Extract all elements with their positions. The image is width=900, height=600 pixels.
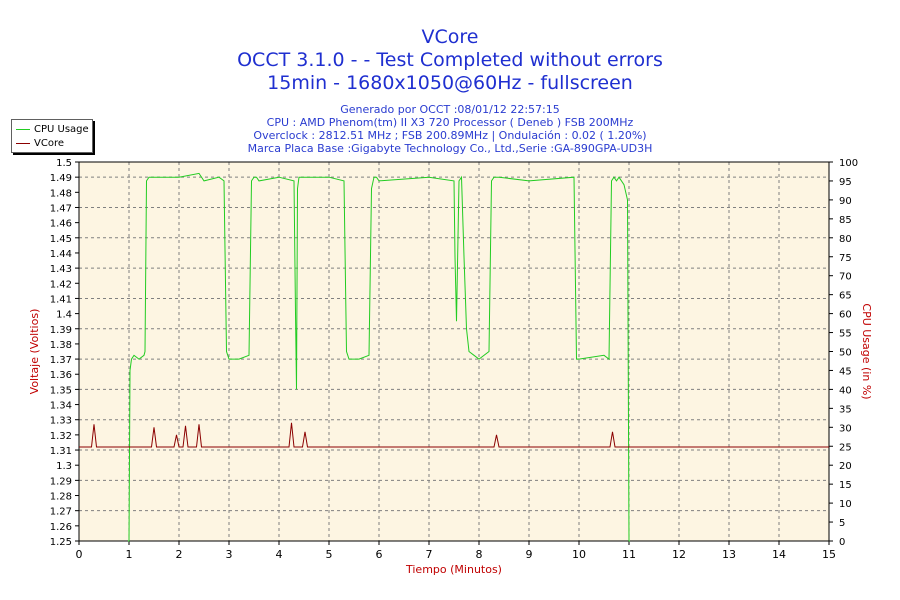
y-tick-label: 1.4 [56,310,72,321]
y-tick-label: 1.41 [50,294,72,305]
y2-tick-label: 70 [839,272,852,283]
y-tick-label: 1.37 [50,355,72,366]
y2-tick-label: 55 [839,329,852,340]
x-tick-label: 13 [722,548,736,561]
y-tick-label: 1.26 [50,522,72,533]
y2-tick-label: 100 [839,158,858,169]
y-tick-label: 1.28 [50,492,72,503]
y2-tick-label: 40 [839,385,852,396]
y2-tick-label: 15 [839,480,852,491]
y-tick-label: 1.33 [50,416,72,427]
y-tick-label: 1.34 [50,401,72,412]
y2-tick-label: 35 [839,404,852,415]
x-tick-label: 15 [822,548,836,561]
y-tick-label: 1.45 [50,234,72,245]
x-tick-label: 0 [76,548,83,561]
y-tick-label: 1.32 [50,431,72,442]
y-tick-label: 1.42 [50,279,72,290]
info-overclock: Overclock : 2812.51 MHz ; FSB 200.89MHz … [253,129,647,142]
y2-tick-label: 30 [839,423,852,434]
y2-tick-label: 10 [839,499,852,510]
y2-tick-label: 75 [839,253,852,264]
info-motherboard: Marca Placa Base :Gigabyte Technology Co… [247,142,653,155]
y-tick-label: 1.35 [50,385,72,396]
y2-tick-label: 65 [839,291,852,302]
y-tick-label: 1.46 [50,219,72,230]
y2-tick-label: 45 [839,366,852,377]
x-tick-label: 5 [326,548,333,561]
y-tick-label: 1.31 [50,446,72,457]
y-tick-label: 1.5 [56,158,72,169]
y-tick-label: 1.3 [56,461,72,472]
y-tick-label: 1.44 [50,249,72,260]
y2-tick-label: 5 [839,518,845,529]
y-tick-label: 1.49 [50,173,72,184]
y-tick-label: 1.47 [50,203,72,214]
x-tick-label: 8 [476,548,483,561]
x-tick-label: 7 [426,548,433,561]
y2-axis-label: CPU Usage (in %) [860,303,873,399]
y-tick-label: 1.38 [50,340,72,351]
y2-tick-label: 50 [839,348,852,359]
legend-label-cpu-usage: CPU Usage [34,123,89,135]
x-axis-label: Tiempo (Minutos) [405,563,502,576]
legend-swatch-vcore [16,142,30,144]
y-axis-label: Voltaje (Voltios) [28,309,41,395]
info-cpu: CPU : AMD Phenom(tm) II X3 720 Processor… [266,116,634,129]
y-tick-label: 1.43 [50,264,72,275]
x-tick-label: 1 [126,548,133,561]
y2-tick-label: 60 [839,310,852,321]
series-line-vcore [79,422,829,448]
x-tick-label: 4 [276,548,283,561]
y2-tick-label: 20 [839,461,852,472]
legend-label-vcore: VCore [34,137,64,149]
x-tick-label: 9 [526,548,533,561]
legend-swatch-cpu-usage [16,128,30,130]
y2-tick-label: 95 [839,177,852,188]
legend: CPU Usage VCore [11,119,93,153]
y-tick-label: 1.48 [50,188,72,199]
y2-tick-label: 85 [839,215,852,226]
x-tick-label: 12 [672,548,686,561]
x-tick-label: 3 [226,548,233,561]
series-line-cpu-usage [128,172,630,542]
plot-border [78,161,830,542]
x-tick-label: 2 [176,548,183,561]
y2-tick-label: 0 [839,537,845,548]
legend-item-vcore: VCore [16,137,64,149]
x-tick-label: 11 [622,548,636,561]
y2-tick-label: 80 [839,234,852,245]
x-tick-label: 14 [772,548,786,561]
y-tick-label: 1.27 [50,507,72,518]
y-tick-label: 1.36 [50,370,72,381]
x-tick-label: 6 [376,548,383,561]
y-tick-label: 1.39 [50,325,72,336]
chart-subtitle: OCCT 3.1.0 - - Test Completed without er… [237,49,663,71]
y-tick-label: 1.29 [50,476,72,487]
plot-area [79,162,829,541]
chart-subtitle-2: 15min - 1680x1050@60Hz - fullscreen [267,72,633,94]
y-tick-label: 1.25 [50,537,72,548]
y2-tick-label: 25 [839,442,852,453]
info-generated: Generado por OCCT :08/01/12 22:57:15 [340,103,560,116]
chart-title: VCore [421,26,479,48]
x-tick-label: 10 [572,548,586,561]
legend-item-cpu-usage: CPU Usage [16,123,89,135]
y2-tick-label: 90 [839,196,852,207]
